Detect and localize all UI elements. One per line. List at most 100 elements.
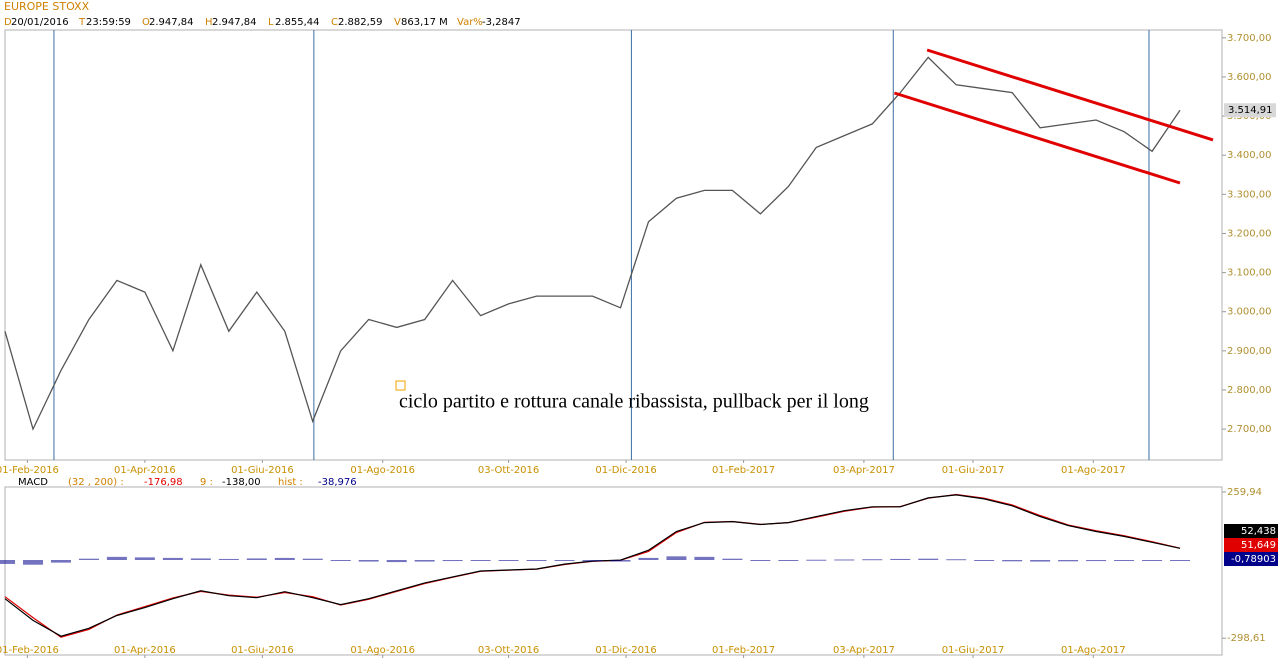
hist-bar	[1086, 560, 1107, 562]
price-line	[4, 56, 1181, 431]
y-tick-label: 2.800,00	[1227, 385, 1272, 396]
macd-panel	[4, 486, 1223, 656]
hist-bar	[554, 560, 575, 562]
hist-bar	[974, 560, 995, 562]
hist-bar	[22, 560, 43, 565]
last-value-box	[1224, 103, 1276, 118]
field-key: T	[78, 17, 86, 28]
instrument-title: EUROPE STOXX	[4, 0, 90, 13]
hist-bar	[106, 556, 127, 561]
indicator-title: MACD	[18, 477, 48, 488]
y-tick-label: -298,61	[1227, 633, 1266, 644]
hist-bar	[918, 558, 939, 561]
y-tick-label: 3.000,00	[1227, 307, 1272, 318]
hist-bar	[722, 558, 743, 561]
field-value: -3,2847	[482, 17, 521, 28]
x-tick-label: 01-Ago-2017	[1061, 465, 1126, 476]
x-tick-label: 01-Feb-2016	[0, 645, 59, 656]
hist-bar	[890, 558, 911, 561]
field-value: 20/01/2016	[11, 17, 69, 28]
field-key: O	[142, 17, 150, 28]
last-value-label: 52,438	[1241, 526, 1276, 537]
field-value: 2.882,59	[338, 17, 383, 28]
legend-value: -176,98	[144, 477, 183, 488]
hist-bar	[834, 559, 855, 561]
hist-bar	[190, 558, 211, 561]
x-tick-label: 01-Apr-2016	[114, 645, 176, 656]
hist-bar	[414, 560, 435, 562]
hist-bar	[694, 556, 715, 561]
x-tick-label: 01-Giu-2017	[942, 465, 1005, 476]
field-key: Var%	[457, 17, 483, 28]
hist-bar	[162, 557, 183, 561]
field-key: C	[331, 17, 338, 28]
field-value: 23:59:59	[86, 17, 131, 28]
hist-bar	[246, 558, 267, 561]
hist-bar	[1030, 560, 1051, 562]
hist-bar	[1002, 560, 1023, 562]
hist-bar	[1142, 560, 1163, 562]
channel-line	[893, 91, 1181, 185]
last-value-box	[1224, 524, 1278, 538]
x-tick-label: 01-Feb-2017	[712, 465, 775, 476]
hist-bar	[498, 560, 519, 562]
hist-bar	[50, 560, 71, 563]
channel-line	[926, 48, 1214, 142]
x-tick-label: 03-Apr-2017	[833, 465, 895, 476]
hist-bar	[1170, 560, 1191, 562]
x-tick-label: 01-Feb-2017	[712, 645, 775, 656]
hist-bar	[1058, 560, 1079, 562]
x-tick-label: 01-Ago-2017	[1061, 645, 1126, 656]
hist-bar	[582, 560, 603, 562]
legend-name: hist :	[278, 477, 303, 488]
y-tick-label: 3.200,00	[1227, 228, 1272, 239]
field-value: 2.855,44	[275, 17, 320, 28]
y-tick-label: 2.700,00	[1227, 424, 1272, 435]
y-tick-label: 3.600,00	[1227, 72, 1272, 83]
hist-bar	[134, 557, 155, 561]
legend-name: 9 :	[200, 477, 213, 488]
hist-bar	[666, 556, 687, 561]
hist-bar	[526, 560, 547, 562]
last-value-label: 3.514,91	[1228, 105, 1273, 116]
hist-bar	[386, 560, 407, 563]
x-tick-label: 03-Ott-2016	[478, 645, 539, 656]
last-value-box	[1224, 538, 1278, 552]
x-tick-label: 01-Ago-2016	[350, 465, 415, 476]
x-tick-label: 01-Ago-2016	[350, 645, 415, 656]
hist-bar	[330, 560, 351, 562]
field-value: 863,17 M	[401, 17, 448, 28]
x-tick-label: 01-Giu-2017	[942, 645, 1005, 656]
y-tick-label: 3.100,00	[1227, 268, 1272, 279]
hist-bar	[302, 558, 323, 561]
field-key: D	[4, 17, 12, 28]
annotation: ciclo partito e rottura canale ribassist…	[399, 391, 869, 413]
hist-bar	[274, 557, 295, 561]
field-key: L	[268, 17, 274, 28]
x-tick-label: 01-Apr-2016	[114, 465, 176, 476]
hist-bar	[470, 560, 491, 562]
y-tick-label: 259,94	[1227, 487, 1262, 498]
hist-bar	[78, 558, 99, 561]
hist-bar	[750, 560, 771, 562]
y-tick-label: 3.400,00	[1227, 150, 1272, 161]
x-tick-label: 01-Dic-2016	[595, 465, 656, 476]
legend-name: (32 , 200) :	[68, 477, 124, 488]
y-tick-label: 2.900,00	[1227, 346, 1272, 357]
hist-bar	[1114, 560, 1135, 562]
x-tick-label: 01-Feb-2016	[0, 465, 59, 476]
legend-value: -138,00	[222, 477, 261, 488]
hist-bar	[778, 560, 799, 562]
x-tick-label: 03-Apr-2017	[833, 645, 895, 656]
y-tick-label: 3.700,00	[1227, 33, 1272, 44]
price-panel	[4, 29, 1223, 461]
hist-bar	[358, 560, 379, 562]
hist-bar	[638, 557, 659, 561]
field-value: 2.947,84	[212, 17, 257, 28]
hist-bar	[946, 559, 967, 561]
field-key: H	[205, 17, 213, 28]
x-tick-label: 01-Giu-2016	[231, 645, 294, 656]
x-tick-label: 01-Dic-2016	[595, 645, 656, 656]
field-value: 2.947,84	[149, 17, 194, 28]
